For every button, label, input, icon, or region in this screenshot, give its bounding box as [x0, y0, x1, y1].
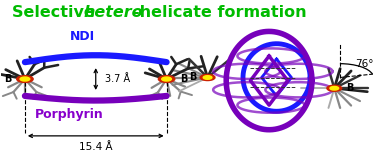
Circle shape: [330, 86, 339, 90]
Text: hetero: hetero: [84, 5, 143, 20]
Text: NDI: NDI: [70, 29, 95, 42]
Text: 15.4 Å: 15.4 Å: [79, 142, 113, 152]
Circle shape: [162, 77, 171, 81]
Text: B: B: [180, 74, 187, 84]
Text: Selective: Selective: [12, 5, 100, 20]
Circle shape: [327, 85, 342, 91]
Text: B: B: [189, 73, 196, 82]
Circle shape: [20, 77, 30, 81]
Text: B: B: [5, 74, 12, 84]
Circle shape: [17, 76, 33, 82]
Text: -helicate formation: -helicate formation: [133, 5, 307, 20]
Text: Porphyrin: Porphyrin: [35, 108, 104, 121]
Text: 76°: 76°: [355, 59, 373, 69]
Circle shape: [203, 76, 212, 79]
Circle shape: [158, 76, 175, 82]
Text: B: B: [346, 83, 353, 93]
Circle shape: [200, 74, 215, 81]
Text: 3.7 Å: 3.7 Å: [105, 74, 130, 84]
